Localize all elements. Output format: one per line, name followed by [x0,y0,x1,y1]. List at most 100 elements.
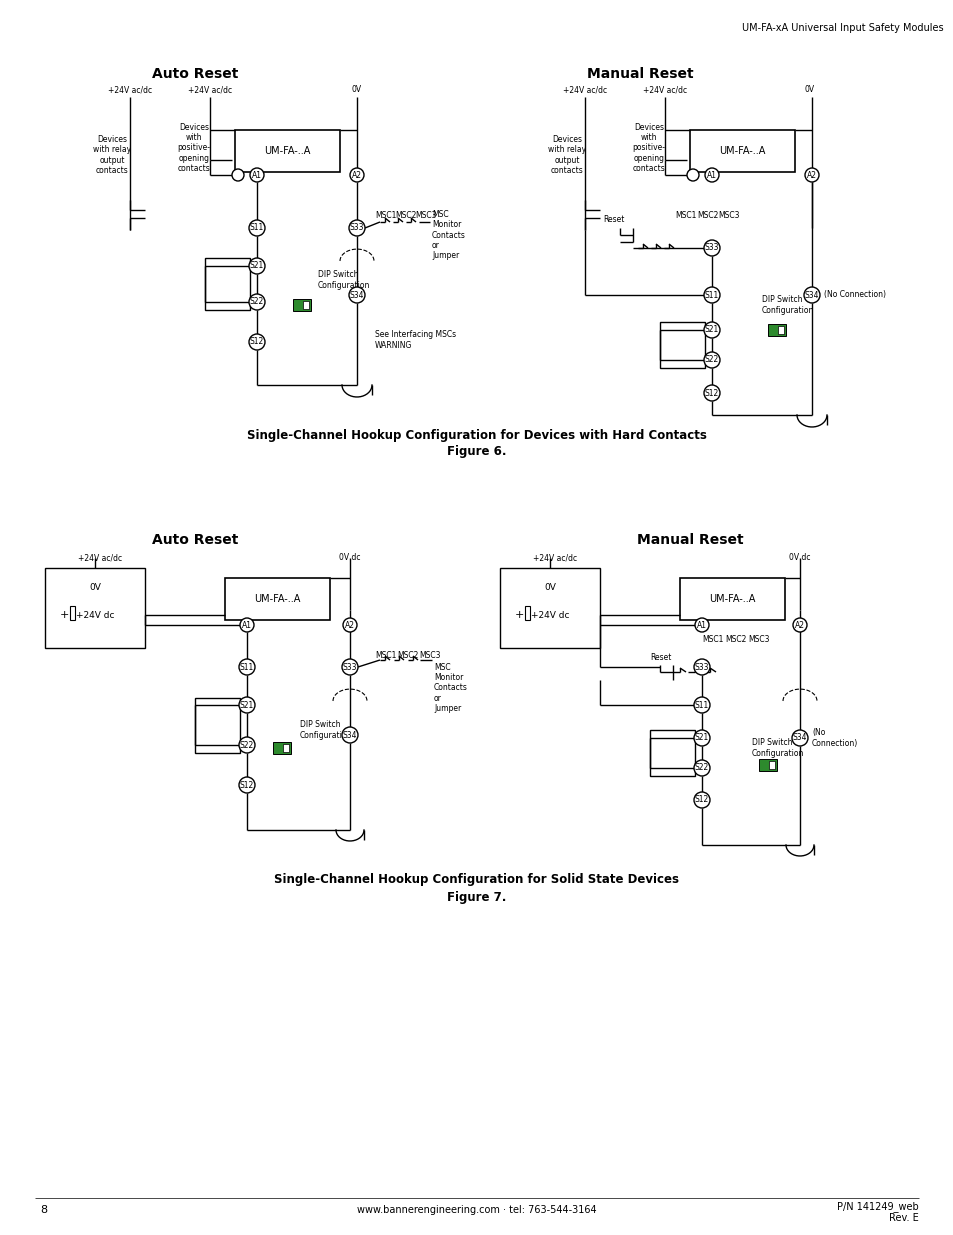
Bar [293,299,311,311]
Bar [499,568,599,648]
Text: DIP Switch
Configuration: DIP Switch Configuration [317,270,370,290]
Bar [234,130,339,172]
Text: 0V: 0V [804,85,814,95]
Text: MSC1: MSC1 [375,651,395,659]
Text: A1: A1 [242,620,252,630]
Circle shape [239,777,254,793]
Text: S33: S33 [350,224,364,232]
Circle shape [703,287,720,303]
Text: MSC2: MSC2 [396,651,418,659]
Circle shape [239,737,254,753]
Circle shape [704,168,719,182]
Text: S12: S12 [694,795,708,804]
Text: MSC3: MSC3 [415,210,436,220]
Text: S33: S33 [694,662,708,672]
Text: See Interfacing MSCs
WARNING: See Interfacing MSCs WARNING [375,330,456,350]
Text: Reset: Reset [649,653,671,662]
Bar [205,258,250,310]
Text: S22: S22 [694,763,708,773]
Text: MSC1: MSC1 [701,636,722,645]
Text: A2: A2 [352,170,361,179]
Text: +24V ac/dc: +24V ac/dc [108,85,152,95]
Text: 8: 8 [40,1205,47,1215]
Text: MSC2: MSC2 [724,636,745,645]
Text: MSC3: MSC3 [418,651,440,659]
Text: Single-Channel Hookup Configuration for Solid State Devices: Single-Channel Hookup Configuration for … [274,873,679,887]
Text: A1: A1 [706,170,717,179]
Text: A2: A2 [345,620,355,630]
Text: S11: S11 [250,224,264,232]
Circle shape [349,220,365,236]
Circle shape [703,352,720,368]
Text: +: + [514,610,523,620]
Circle shape [240,618,253,632]
Text: 0V: 0V [89,583,101,593]
Text: S11: S11 [239,662,253,672]
Text: S21: S21 [250,262,264,270]
Text: Auto Reset: Auto Reset [152,534,238,547]
Text: Devices
with
positive-
opening
contacts: Devices with positive- opening contacts [177,122,211,173]
Bar [45,568,145,648]
Text: Devices
with relay
output
contacts: Devices with relay output contacts [547,135,585,175]
Bar [778,326,783,333]
Text: MSC1: MSC1 [375,210,395,220]
Bar [70,606,75,620]
Circle shape [341,727,357,743]
Text: MSC3: MSC3 [718,210,739,220]
Circle shape [239,659,254,676]
Circle shape [693,659,709,676]
Text: Auto Reset: Auto Reset [152,67,238,82]
Text: Manual Reset: Manual Reset [586,67,693,82]
Circle shape [695,618,708,632]
Text: S34: S34 [792,734,806,742]
Text: S12: S12 [704,389,719,398]
Text: +24V ac/dc: +24V ac/dc [562,85,606,95]
Bar [524,606,530,620]
Circle shape [703,385,720,401]
Bar [194,698,240,753]
Text: P/N 141249_web: P/N 141249_web [837,1202,918,1213]
Text: 0V: 0V [543,583,556,593]
Text: +24V ac/dc: +24V ac/dc [188,85,232,95]
Text: UM-FA-..A: UM-FA-..A [264,146,310,156]
Circle shape [249,294,265,310]
Circle shape [803,287,820,303]
Circle shape [703,240,720,256]
Text: S12: S12 [250,337,264,347]
Text: MSC
Monitor
Contacts
or
Jumper: MSC Monitor Contacts or Jumper [432,210,465,261]
Text: www.bannerengineering.com · tel: 763-544-3164: www.bannerengineering.com · tel: 763-544… [356,1205,597,1215]
Text: S11: S11 [704,290,719,300]
Text: Reset: Reset [602,215,623,225]
Bar [225,578,330,620]
Bar [273,742,291,755]
Text: S34: S34 [342,730,356,740]
Text: Figure 7.: Figure 7. [447,892,506,904]
Text: MSC1: MSC1 [675,210,696,220]
Circle shape [249,333,265,350]
Bar [283,743,289,752]
Text: A1: A1 [252,170,262,179]
Text: S12: S12 [239,781,253,789]
Text: +24V dc: +24V dc [75,610,114,620]
Circle shape [703,322,720,338]
Text: +: + [59,610,69,620]
Text: +24V ac/dc: +24V ac/dc [642,85,686,95]
Text: Manual Reset: Manual Reset [636,534,742,547]
Text: UM-FA-..A: UM-FA-..A [718,146,764,156]
Bar [679,578,784,620]
Text: (No
Connection): (No Connection) [811,729,858,747]
Bar [768,761,774,769]
Text: S21: S21 [239,700,253,709]
Bar [689,130,794,172]
Bar [767,324,785,336]
Text: Devices
with
positive-
opening
contacts: Devices with positive- opening contacts [632,122,665,173]
Circle shape [232,169,244,182]
Text: S34: S34 [350,290,364,300]
Text: UM-FA-..A: UM-FA-..A [253,594,300,604]
Text: MSC2: MSC2 [697,210,718,220]
Text: MSC
Monitor
Contacts
or
Jumper: MSC Monitor Contacts or Jumper [434,663,467,714]
Circle shape [341,659,357,676]
Circle shape [693,730,709,746]
Text: Single-Channel Hookup Configuration for Devices with Hard Contacts: Single-Channel Hookup Configuration for … [247,429,706,441]
Text: S22: S22 [239,741,253,750]
